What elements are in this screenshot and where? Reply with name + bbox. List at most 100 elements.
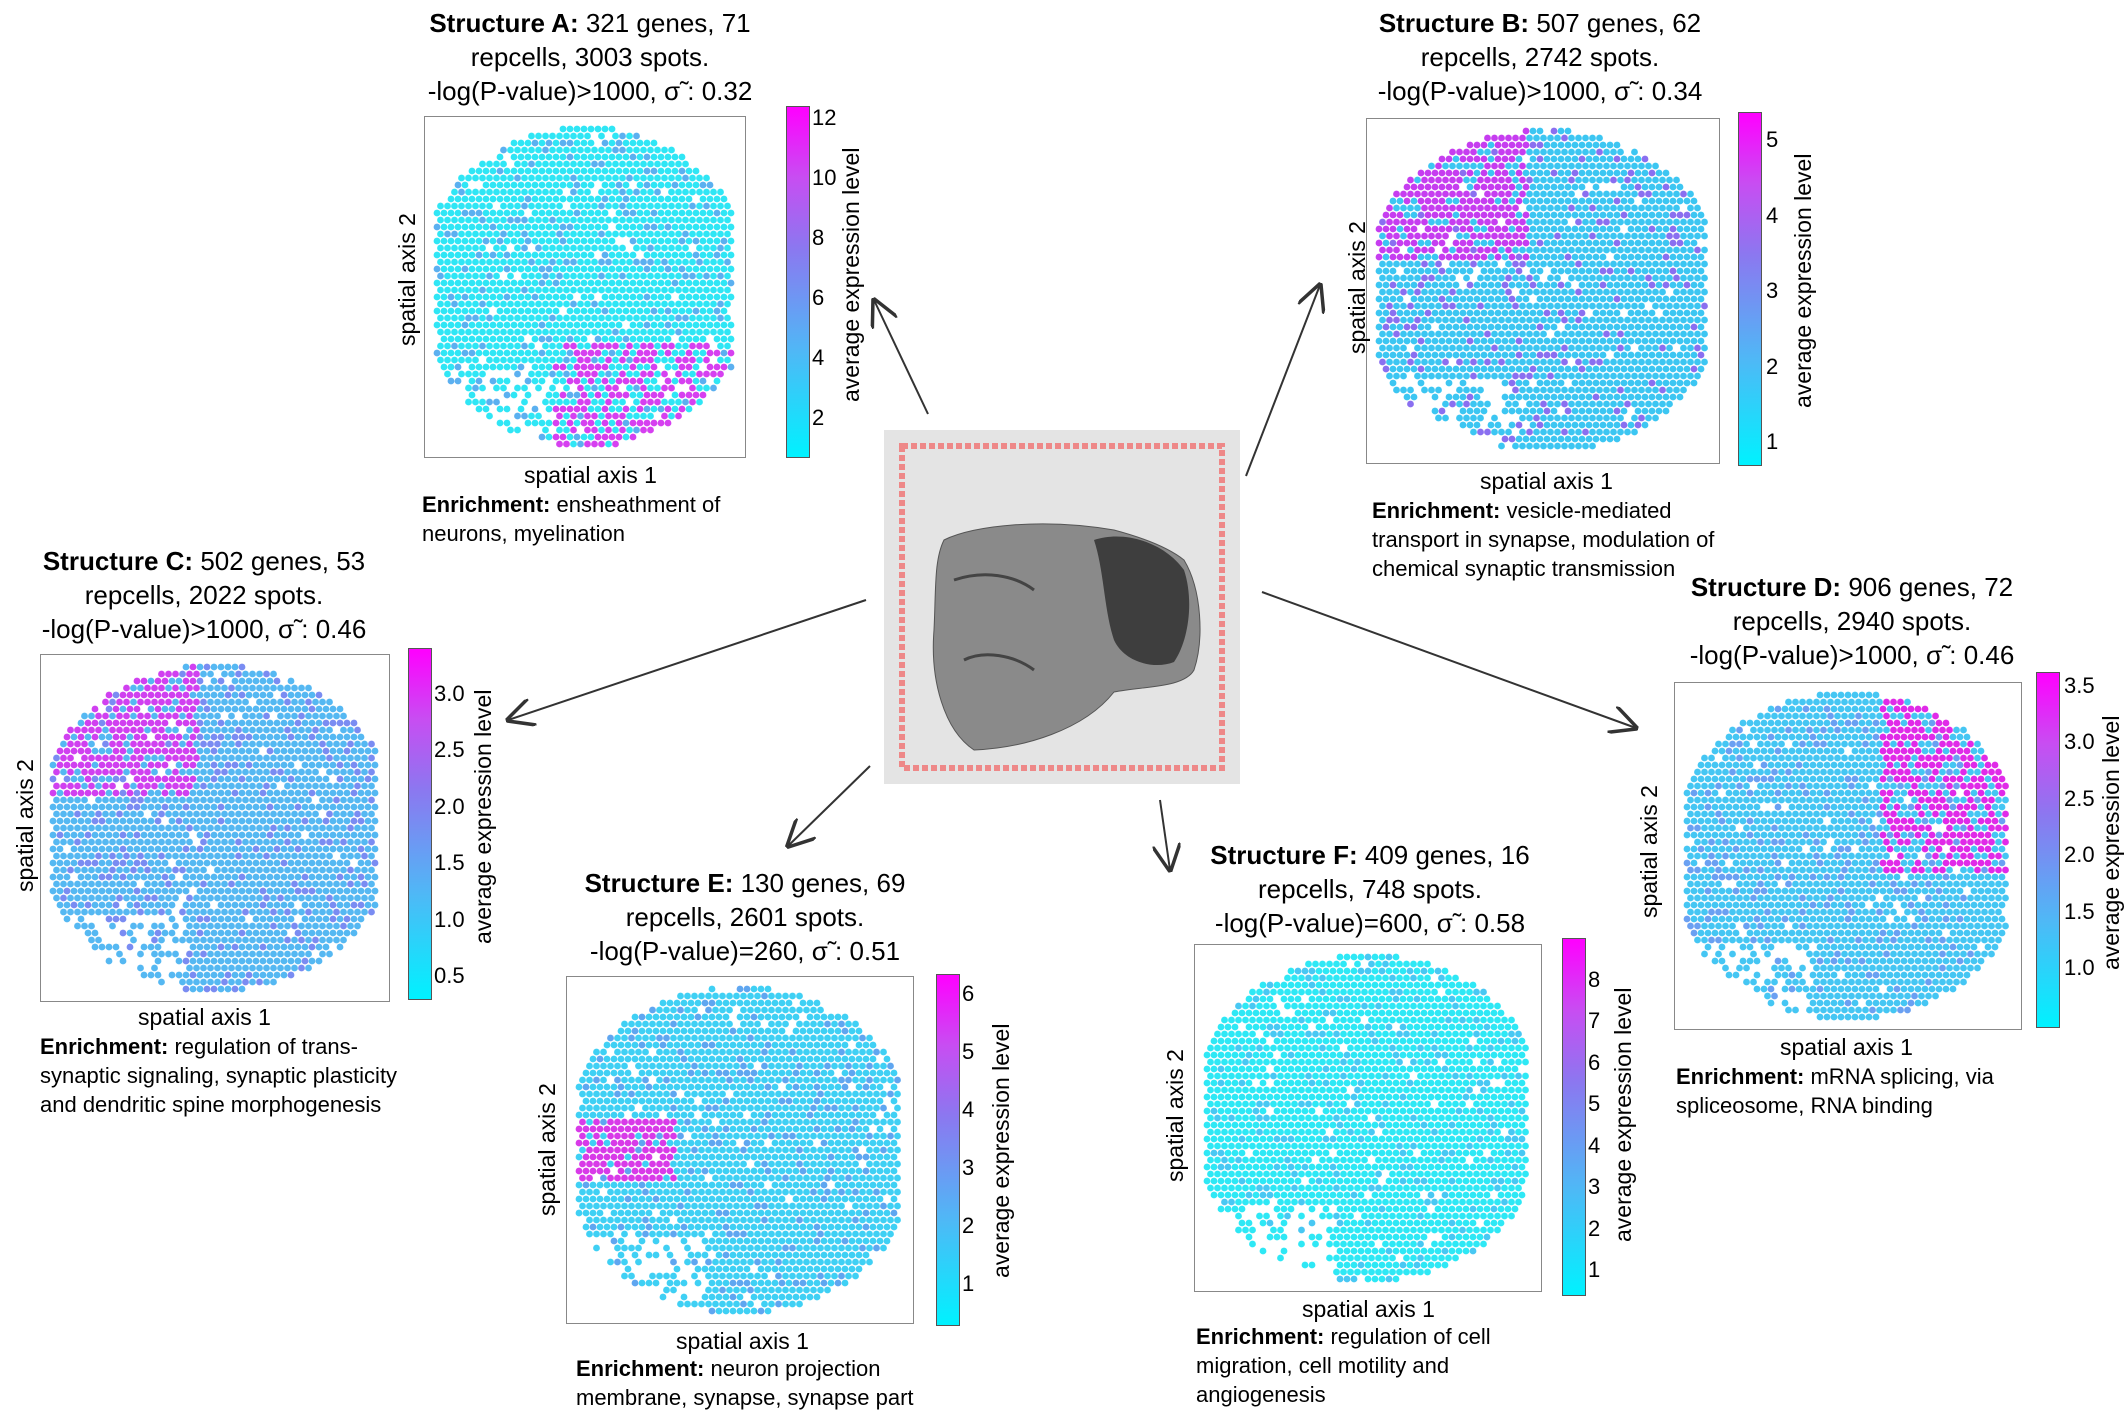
expression-spot bbox=[98, 873, 106, 881]
expression-spot bbox=[193, 922, 200, 930]
expression-spot bbox=[622, 363, 630, 371]
expression-spot bbox=[1487, 281, 1495, 289]
expression-spot bbox=[689, 384, 696, 392]
expression-spot bbox=[340, 922, 347, 930]
expression-spot bbox=[84, 859, 92, 867]
expression-spot bbox=[545, 433, 553, 441]
expression-spot bbox=[1571, 435, 1579, 443]
expression-spot bbox=[1459, 239, 1467, 247]
expression-spot bbox=[102, 796, 109, 804]
expression-spot bbox=[308, 929, 316, 937]
expression-spot bbox=[168, 789, 176, 797]
expression-spot bbox=[1494, 267, 1502, 275]
expression-spot bbox=[301, 915, 309, 923]
expression-spot bbox=[175, 859, 183, 867]
expression-spot bbox=[140, 873, 148, 881]
expression-spot bbox=[1501, 393, 1509, 401]
expression-spot bbox=[598, 202, 605, 210]
expression-spot bbox=[203, 719, 211, 727]
expression-spot bbox=[1536, 323, 1544, 331]
expression-spot bbox=[633, 328, 640, 336]
colorbar-tick: 4 bbox=[1766, 202, 1779, 228]
expression-spot bbox=[203, 915, 211, 923]
expression-spot bbox=[151, 852, 158, 860]
expression-spot bbox=[350, 831, 358, 839]
expression-spot bbox=[720, 223, 728, 231]
expression-spot bbox=[545, 279, 553, 287]
expression-spot bbox=[273, 719, 281, 727]
expression-spot bbox=[1424, 267, 1432, 275]
expression-spot bbox=[1554, 246, 1561, 254]
expression-spot bbox=[1610, 176, 1617, 184]
expression-spot bbox=[615, 279, 623, 287]
expression-spot bbox=[1456, 358, 1463, 366]
expression-spot bbox=[454, 209, 462, 217]
expression-spot bbox=[186, 782, 193, 790]
expression-spot bbox=[542, 202, 549, 210]
expression-spot bbox=[273, 971, 281, 979]
expression-spot bbox=[221, 894, 228, 902]
expression-spot bbox=[1529, 267, 1537, 275]
expression-spot bbox=[650, 167, 658, 175]
expression-spot bbox=[479, 160, 486, 168]
expression-spot bbox=[619, 370, 626, 378]
expression-spot bbox=[496, 335, 504, 343]
expression-spot bbox=[200, 936, 207, 944]
expression-spot bbox=[140, 733, 148, 741]
expression-spot bbox=[1403, 267, 1411, 275]
expression-spot bbox=[1568, 428, 1575, 436]
expression-spot bbox=[1480, 211, 1488, 219]
expression-spot bbox=[1603, 358, 1610, 366]
expression-spot bbox=[1487, 211, 1495, 219]
expression-spot bbox=[235, 894, 242, 902]
expression-spot bbox=[692, 321, 700, 329]
expression-spot bbox=[647, 230, 654, 238]
expression-spot bbox=[1459, 197, 1467, 205]
expression-spot bbox=[1557, 379, 1565, 387]
expression-spot bbox=[465, 230, 472, 238]
expression-spot bbox=[137, 768, 144, 776]
expression-spot bbox=[1452, 155, 1460, 163]
expression-spot bbox=[538, 237, 546, 245]
expression-spot bbox=[179, 740, 186, 748]
expression-spot bbox=[1386, 288, 1393, 296]
expression-spot bbox=[1589, 274, 1596, 282]
expression-spot bbox=[1473, 421, 1481, 429]
expression-spot bbox=[1676, 337, 1684, 345]
expression-spot bbox=[1673, 358, 1680, 366]
expression-spot bbox=[354, 894, 361, 902]
expression-spot bbox=[685, 237, 693, 245]
structure-b-plot bbox=[1366, 118, 1720, 464]
expression-spot bbox=[689, 272, 696, 280]
expression-spot bbox=[1529, 155, 1537, 163]
expression-spot bbox=[119, 845, 127, 853]
expression-spot bbox=[643, 237, 651, 245]
expression-spot bbox=[664, 307, 672, 315]
expression-spot bbox=[1424, 365, 1432, 373]
expression-spot bbox=[1547, 316, 1554, 324]
expression-spot bbox=[287, 719, 295, 727]
expression-spot bbox=[1445, 197, 1453, 205]
expression-spot bbox=[154, 719, 162, 727]
expression-spot bbox=[629, 405, 637, 413]
expression-spot bbox=[1620, 169, 1628, 177]
expression-spot bbox=[217, 957, 225, 965]
expression-spot bbox=[221, 950, 228, 958]
expression-spot bbox=[605, 356, 612, 364]
expression-spot bbox=[1631, 428, 1638, 436]
expression-spot bbox=[284, 866, 291, 874]
expression-spot bbox=[1445, 323, 1453, 331]
expression-spot bbox=[200, 740, 207, 748]
expression-spot bbox=[1431, 225, 1439, 233]
expression-spot bbox=[608, 391, 616, 399]
expression-spot bbox=[1669, 253, 1677, 261]
expression-spot bbox=[678, 265, 686, 273]
expression-spot bbox=[1652, 246, 1659, 254]
expression-spot bbox=[1624, 260, 1631, 268]
expression-spot bbox=[1575, 428, 1582, 436]
expression-spot bbox=[493, 384, 500, 392]
expression-spot bbox=[675, 412, 682, 420]
expression-spot bbox=[580, 167, 588, 175]
expression-spot bbox=[291, 740, 298, 748]
expression-spot bbox=[668, 174, 675, 182]
